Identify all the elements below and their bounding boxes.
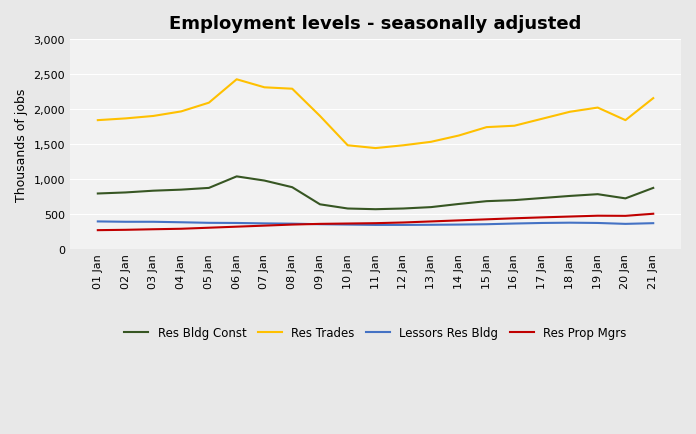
Res Trades (482, 125, 491, 131)
Lessors Res Bldg (121, 220, 129, 225)
Res Trades (232, 78, 241, 83)
Res Bldg Const (316, 202, 324, 207)
Res Prop Mgrs (288, 223, 296, 228)
Res Prop Mgrs (622, 214, 630, 219)
Line: Res Trades: Res Trades (98, 80, 654, 149)
Lessors Res Bldg (288, 221, 296, 227)
Lessors Res Bldg (94, 219, 102, 224)
Res Trades (649, 96, 658, 102)
Lessors Res Bldg (622, 222, 630, 227)
Res Bldg Const (372, 207, 380, 212)
Res Bldg Const (538, 196, 546, 201)
Res Bldg Const (399, 207, 407, 212)
Res Trades (594, 106, 602, 111)
Res Bldg Const (594, 192, 602, 197)
Res Trades (94, 118, 102, 123)
Res Trades (205, 101, 213, 106)
Res Prop Mgrs (399, 220, 407, 226)
Res Trades (566, 110, 574, 115)
Lessors Res Bldg (510, 221, 519, 227)
Res Bldg Const (260, 178, 269, 184)
Lessors Res Bldg (149, 220, 157, 225)
Lessors Res Bldg (594, 221, 602, 226)
Res Bldg Const (427, 205, 435, 210)
Res Bldg Const (177, 187, 185, 193)
Res Bldg Const (649, 186, 658, 191)
Res Trades (622, 118, 630, 123)
Res Trades (399, 143, 407, 148)
Res Bldg Const (232, 174, 241, 180)
Lessors Res Bldg (232, 221, 241, 226)
Lessors Res Bldg (316, 222, 324, 227)
Res Prop Mgrs (538, 215, 546, 220)
Res Trades (344, 143, 352, 148)
Lessors Res Bldg (649, 221, 658, 226)
Lessors Res Bldg (177, 220, 185, 225)
Res Prop Mgrs (372, 221, 380, 226)
Res Bldg Const (121, 191, 129, 196)
Res Prop Mgrs (316, 222, 324, 227)
Res Prop Mgrs (260, 224, 269, 229)
Legend: Res Bldg Const, Res Trades, Lessors Res Bldg, Res Prop Mgrs: Res Bldg Const, Res Trades, Lessors Res … (120, 322, 631, 344)
Title: Employment levels - seasonally adjusted: Employment levels - seasonally adjusted (169, 15, 582, 33)
Res Prop Mgrs (177, 227, 185, 232)
Lessors Res Bldg (372, 223, 380, 228)
Lessors Res Bldg (454, 223, 463, 228)
Y-axis label: Thousands of jobs: Thousands of jobs (15, 88, 28, 201)
Res Bldg Const (288, 185, 296, 191)
Res Bldg Const (510, 198, 519, 203)
Lessors Res Bldg (344, 223, 352, 228)
Res Trades (149, 114, 157, 119)
Res Trades (260, 85, 269, 91)
Res Trades (510, 124, 519, 129)
Res Prop Mgrs (94, 228, 102, 233)
Res Prop Mgrs (510, 216, 519, 221)
Res Trades (316, 114, 324, 119)
Res Prop Mgrs (205, 226, 213, 231)
Res Bldg Const (622, 196, 630, 201)
Lessors Res Bldg (205, 221, 213, 226)
Res Prop Mgrs (149, 227, 157, 232)
Lessors Res Bldg (260, 221, 269, 227)
Res Bldg Const (482, 199, 491, 204)
Lessors Res Bldg (427, 223, 435, 228)
Line: Lessors Res Bldg: Lessors Res Bldg (98, 222, 654, 225)
Lessors Res Bldg (538, 221, 546, 226)
Lessors Res Bldg (566, 220, 574, 226)
Res Trades (427, 140, 435, 145)
Res Bldg Const (454, 202, 463, 207)
Res Prop Mgrs (344, 221, 352, 227)
Lessors Res Bldg (482, 222, 491, 227)
Res Bldg Const (344, 207, 352, 212)
Res Prop Mgrs (566, 214, 574, 220)
Res Prop Mgrs (427, 219, 435, 224)
Res Trades (177, 109, 185, 115)
Res Trades (121, 116, 129, 122)
Res Bldg Const (205, 186, 213, 191)
Res Prop Mgrs (649, 212, 658, 217)
Res Prop Mgrs (594, 214, 602, 219)
Lessors Res Bldg (399, 223, 407, 228)
Res Trades (538, 117, 546, 122)
Res Trades (454, 134, 463, 139)
Res Bldg Const (566, 194, 574, 199)
Line: Res Bldg Const: Res Bldg Const (98, 177, 654, 210)
Res Prop Mgrs (121, 228, 129, 233)
Res Trades (372, 146, 380, 151)
Res Prop Mgrs (482, 217, 491, 223)
Res Bldg Const (94, 191, 102, 197)
Res Prop Mgrs (232, 224, 241, 230)
Res Prop Mgrs (454, 218, 463, 224)
Line: Res Prop Mgrs: Res Prop Mgrs (98, 214, 654, 230)
Res Bldg Const (149, 189, 157, 194)
Res Trades (288, 87, 296, 92)
